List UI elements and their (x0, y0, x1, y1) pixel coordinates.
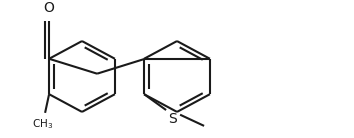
Text: CH$_3$: CH$_3$ (33, 117, 54, 131)
Text: S: S (168, 112, 177, 126)
Text: O: O (44, 1, 55, 15)
